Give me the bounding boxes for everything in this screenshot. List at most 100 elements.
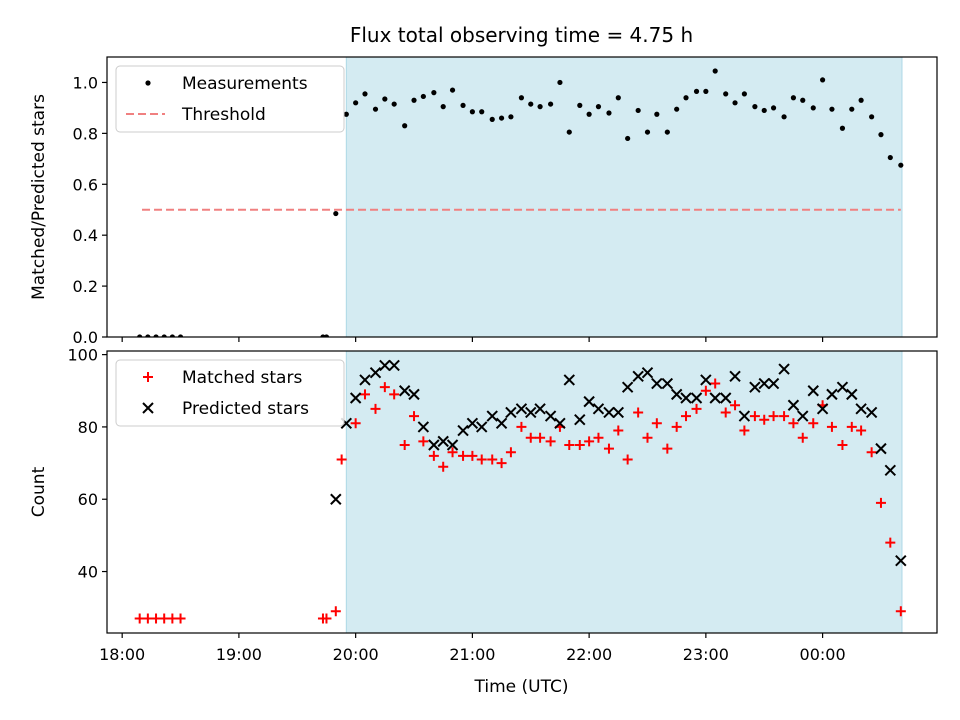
predicted-stars-point: [816, 403, 829, 415]
matched-stars-point: [826, 421, 837, 432]
measurements-point: [664, 129, 670, 135]
measurements-point: [819, 77, 826, 83]
y-tick-label: 0.4: [73, 226, 98, 245]
x-axis-label: Time (UTC): [474, 677, 569, 697]
legend-matched-stars-swatch: [143, 372, 153, 382]
x-tick-label: 00:00: [800, 645, 846, 664]
predicted-stars-point: [719, 392, 732, 404]
matched-stars-point: [370, 403, 381, 414]
predicted-stars-point: [749, 381, 761, 393]
predicted-stars-point: [369, 366, 382, 379]
matched-stars-point: [837, 440, 848, 450]
legend-box: [115, 65, 345, 133]
predicted-stars-point: [408, 388, 420, 401]
predicted-stars-point: [738, 410, 751, 422]
predicted-stars-point: [525, 406, 537, 419]
predicted-stars-point: [476, 421, 488, 433]
measurements-point: [800, 97, 806, 103]
matched-stars-point: [662, 443, 673, 454]
matched-stars-point: [681, 411, 692, 422]
predicted-stars-point: [574, 413, 586, 426]
measurements-point: [615, 95, 621, 101]
matched-stars-point: [768, 411, 779, 422]
matched-stars-point: [671, 421, 682, 432]
legend-label: Measurements: [182, 74, 308, 94]
measurements-point: [566, 129, 572, 135]
predicted-stars-point: [505, 406, 517, 419]
predicted-stars-point: [592, 403, 605, 415]
measurements-point: [161, 334, 167, 337]
predicted-stars-point: [758, 377, 770, 390]
legend-box: [115, 359, 345, 427]
predicted-stars-point: [680, 392, 692, 404]
predicted-stars-point: [554, 417, 566, 430]
predicted-stars-point: [330, 493, 342, 505]
observing-window-shade: [345, 350, 903, 634]
y-tick-label: 1.0: [73, 73, 98, 92]
measurements-point: [469, 109, 475, 115]
x-tick-label: 19:00: [216, 645, 262, 664]
measurements-point: [169, 334, 175, 337]
y-tick-label: 100: [67, 346, 98, 365]
chart-title: Flux total observing time = 4.75 h: [350, 23, 693, 47]
matched-stars-point: [759, 414, 770, 425]
measurements-point: [586, 111, 592, 117]
matched-stars-point: [885, 537, 896, 548]
predicted-stars-point: [515, 403, 528, 415]
measurements-point: [577, 102, 583, 108]
matched-stars-point: [458, 450, 469, 461]
measurements-point: [431, 90, 437, 96]
measurements-point: [887, 154, 893, 161]
measurements-point: [343, 111, 349, 117]
matched-stars-point: [749, 411, 760, 422]
predicted-stars-point: [603, 406, 615, 419]
measurements-point: [177, 334, 184, 337]
y-axis-label: Count: [29, 466, 49, 517]
measurements-point: [508, 114, 514, 120]
predicted-stars-point: [534, 403, 546, 415]
matched-stars-point: [545, 436, 556, 447]
predicted-stars-point: [583, 395, 595, 408]
matched-stars-point: [505, 447, 516, 458]
measurements-point: [537, 104, 543, 110]
predicted-stars-point: [398, 385, 411, 397]
legend-label: Predicted stars: [182, 399, 309, 419]
predicted-stars-point: [612, 406, 625, 419]
predicted-stars-point: [700, 374, 712, 386]
predicted-stars-point: [855, 403, 867, 415]
legend-label: Matched stars: [182, 368, 302, 388]
measurements-point: [402, 123, 408, 129]
measurements-point: [770, 105, 777, 111]
matched-stars-point: [428, 450, 439, 461]
measurements-point: [674, 106, 680, 112]
matched-stars-point: [730, 400, 741, 411]
matched-stars-point: [359, 389, 370, 400]
matched-stars-point: [651, 418, 662, 429]
measurements-point: [703, 88, 709, 94]
predicted-stars-point: [446, 439, 459, 451]
measurements-point: [145, 334, 151, 337]
predicted-stars-point: [349, 392, 362, 404]
matched-stars-point: [642, 432, 653, 443]
measurements-point: [741, 91, 747, 97]
predicted-stars-point: [632, 370, 644, 383]
predicted-stars-point: [836, 381, 849, 393]
predicted-stars-point: [884, 464, 897, 477]
y-tick-label: 60: [78, 490, 98, 509]
measurements-point: [420, 93, 426, 100]
matched-stars-point: [779, 411, 790, 422]
x-tick-label: 20:00: [333, 645, 379, 664]
measurements-point: [752, 104, 758, 110]
matched-stars-point: [564, 440, 575, 450]
measurements-point: [732, 100, 738, 106]
matched-stars-point: [846, 421, 857, 432]
measurements-point: [449, 87, 456, 93]
x-tick-label: 18:00: [99, 645, 145, 664]
measurements-point: [635, 107, 641, 114]
predicted-stars-point: [787, 399, 800, 411]
matched-stars-point: [418, 436, 429, 447]
matched-stars-point: [788, 418, 799, 429]
matched-stars-point: [574, 440, 585, 450]
measurements-point: [411, 97, 417, 103]
